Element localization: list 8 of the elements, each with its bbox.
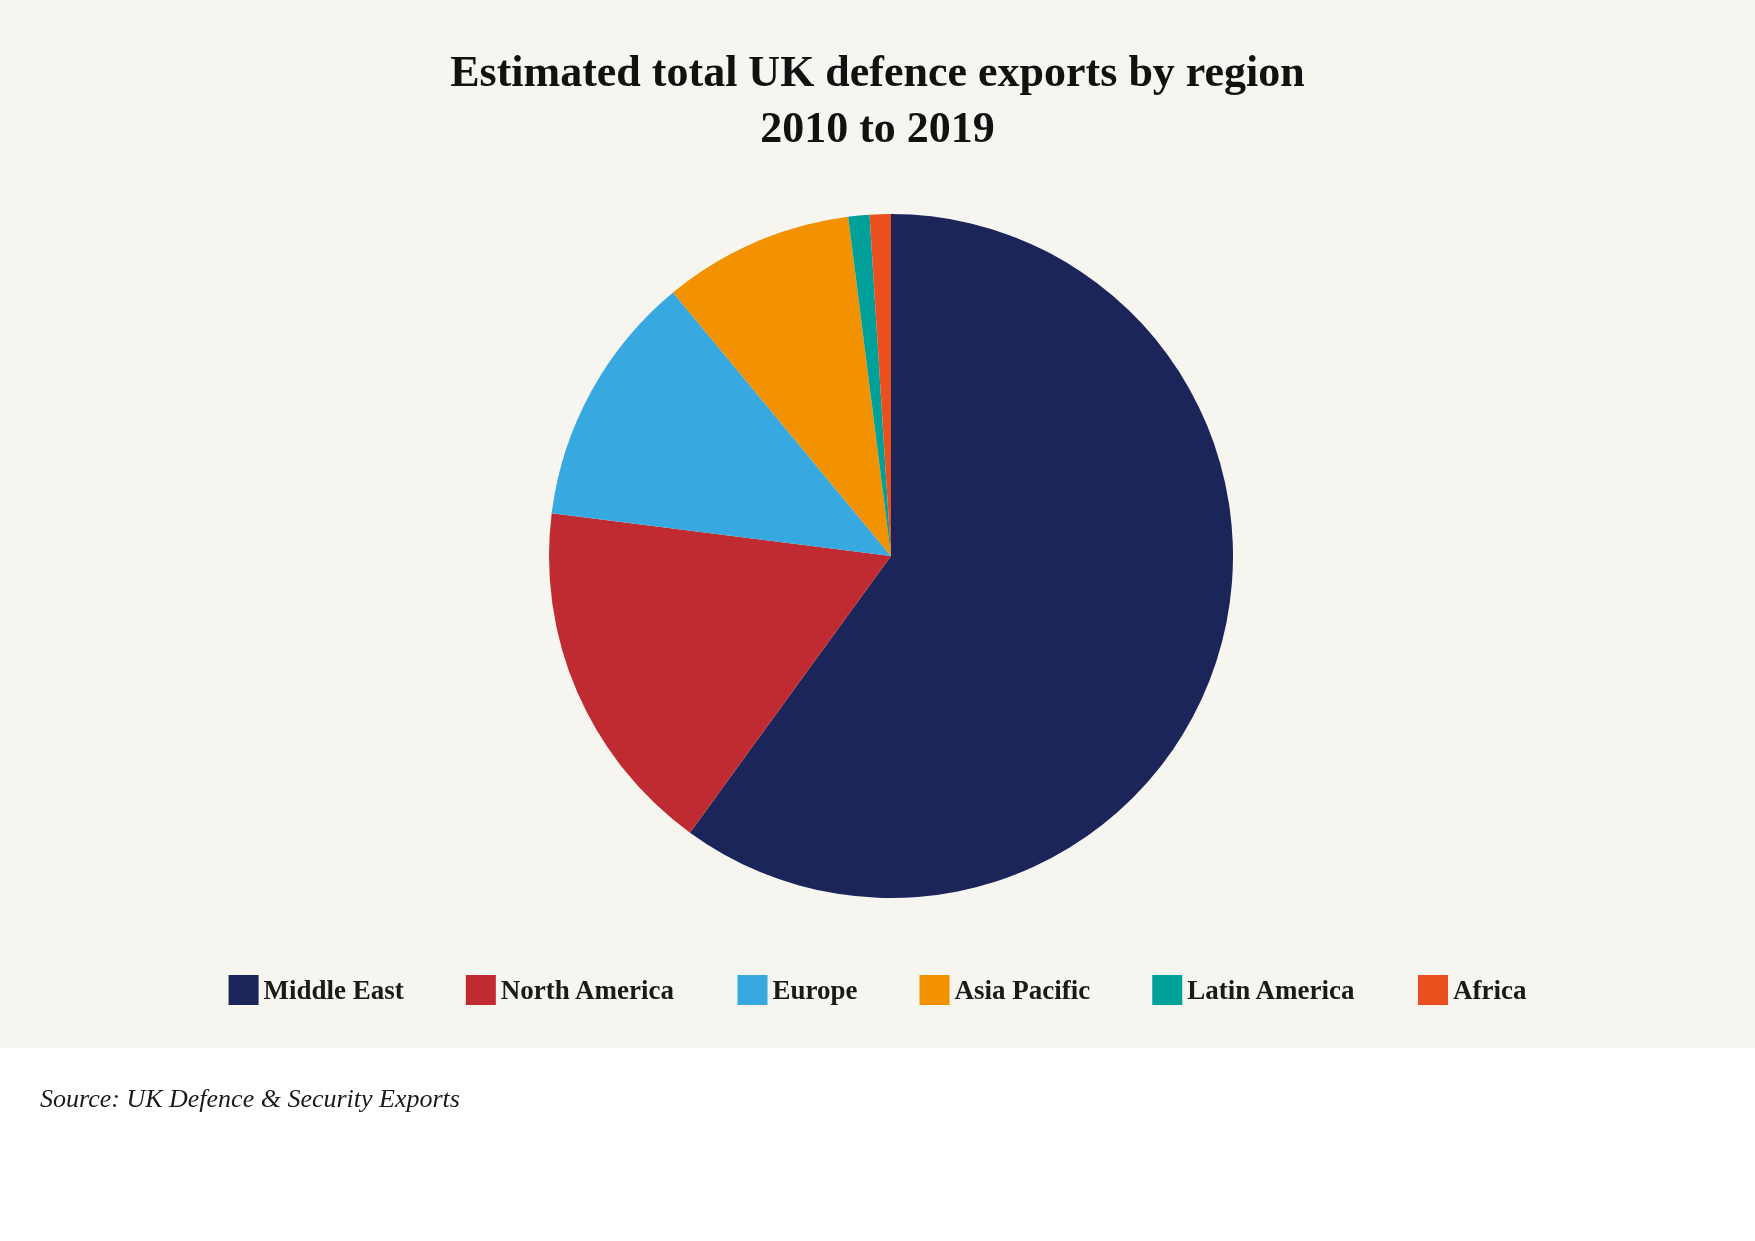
legend-label: Middle East	[263, 975, 404, 1005]
chart-title: Estimated total UK defence exports by region 2010 to 2019	[450, 46, 1305, 152]
legend-label: Latin America	[1187, 975, 1355, 1005]
source-note: Source: UK Defence & Security Exports	[40, 1083, 460, 1113]
legend-label: North America	[500, 975, 675, 1005]
legend-label: Africa	[1452, 975, 1527, 1005]
legend-label: Europe	[772, 975, 858, 1005]
legend-label: Asia Pacific	[954, 975, 1091, 1005]
